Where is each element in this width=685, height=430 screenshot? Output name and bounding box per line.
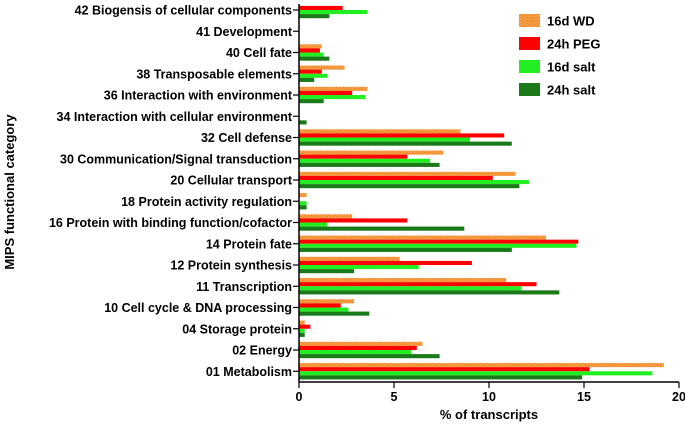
bar	[299, 48, 320, 53]
bar	[299, 243, 577, 248]
bar	[299, 95, 366, 100]
bar	[299, 299, 355, 304]
bar	[299, 286, 522, 291]
bar	[299, 303, 341, 308]
legend-label: 24h salt	[547, 83, 596, 98]
bar	[299, 218, 408, 223]
bar	[299, 363, 664, 368]
bar	[299, 375, 583, 380]
category-label: 02 Energy	[232, 344, 292, 358]
category-label: 42 Biogensis of cellular components	[75, 4, 292, 18]
bar	[299, 341, 423, 346]
bar	[299, 311, 370, 316]
bar	[299, 371, 653, 376]
bar	[299, 235, 546, 240]
bar	[299, 56, 330, 61]
x-tick-label: 5	[391, 390, 398, 404]
bar	[299, 290, 560, 295]
bar	[299, 73, 328, 78]
bar	[299, 307, 349, 312]
bar	[299, 265, 419, 270]
bar	[299, 137, 470, 142]
category-label: 41 Development	[196, 25, 293, 39]
bar	[299, 150, 444, 155]
bar	[299, 282, 537, 287]
category-label: 32 Cell defense	[201, 131, 292, 145]
bar	[299, 99, 324, 104]
legend-label: 16d WD	[547, 14, 595, 29]
bar	[299, 205, 307, 210]
bar	[299, 162, 440, 167]
bar	[299, 5, 343, 10]
bar	[299, 120, 307, 125]
bar	[299, 226, 465, 231]
bar	[299, 354, 440, 359]
bar	[299, 44, 322, 49]
bar	[299, 141, 512, 146]
x-axis-title: % of transcripts	[440, 407, 538, 422]
bar	[299, 69, 322, 74]
category-label: 04 Storage protein	[182, 322, 292, 336]
bar	[299, 239, 579, 244]
category-label: 34 Interaction with cellular environment	[57, 110, 293, 124]
legend-swatch	[519, 37, 540, 50]
bar	[299, 260, 472, 265]
category-label: 38 Transposable elements	[136, 67, 292, 81]
legend-swatch	[519, 83, 540, 96]
category-label: 16 Protein with binding function/cofacto…	[49, 216, 292, 230]
bar	[299, 158, 431, 163]
category-label: 20 Cellular transport	[170, 174, 292, 188]
bar	[299, 90, 353, 95]
bar	[299, 14, 330, 19]
bar	[299, 269, 355, 274]
x-tick-label: 15	[577, 390, 591, 404]
x-tick-label: 20	[672, 390, 685, 404]
bar	[299, 345, 417, 350]
bar	[299, 65, 345, 70]
bar	[299, 332, 305, 337]
bar	[299, 129, 461, 134]
bar	[299, 328, 305, 333]
legend-label: 16d salt	[547, 60, 596, 75]
legend-swatch	[519, 14, 540, 27]
category-label: 01 Metabolism	[206, 365, 292, 379]
category-label: 18 Protein activity regulation	[121, 195, 292, 209]
bar	[299, 133, 505, 138]
bar	[299, 10, 368, 15]
bar	[299, 201, 307, 206]
bar	[299, 86, 368, 91]
bar	[299, 350, 412, 355]
category-label: 10 Cell cycle & DNA processing	[104, 301, 292, 315]
x-tick-label: 10	[482, 390, 496, 404]
category-label: 40 Cell fate	[226, 46, 292, 60]
bar	[299, 52, 324, 57]
category-label: 14 Protein fate	[206, 237, 292, 251]
category-label: 36 Interaction with environment	[104, 89, 293, 103]
legend-swatch	[519, 60, 540, 73]
bar	[299, 367, 590, 372]
x-tick-label: 0	[296, 390, 303, 404]
bar	[299, 77, 315, 82]
bar	[299, 278, 507, 283]
legend-label: 24h PEG	[547, 37, 600, 52]
bar	[299, 175, 493, 180]
bar	[299, 247, 512, 252]
y-axis-title: MIPS functional category	[2, 114, 17, 270]
bar	[299, 154, 408, 159]
bar	[299, 320, 305, 325]
category-label: 11 Transcription	[196, 280, 292, 294]
category-label: 30 Communication/Signal transduction	[60, 152, 292, 166]
bar	[299, 222, 328, 227]
bar	[299, 171, 516, 176]
bar	[299, 180, 529, 185]
bar	[299, 324, 311, 329]
bar	[299, 214, 353, 219]
category-label: 12 Protein synthesis	[170, 259, 292, 273]
bar	[299, 184, 520, 189]
bar	[299, 256, 400, 261]
bar	[299, 193, 307, 198]
